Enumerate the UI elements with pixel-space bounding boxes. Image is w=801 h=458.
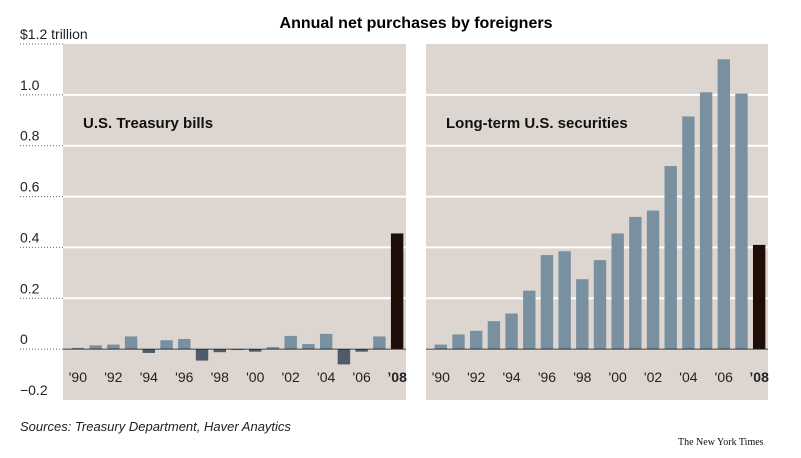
bar-securities-2003 — [664, 166, 677, 350]
x-tick-label: '98 — [573, 369, 591, 385]
bar-bills-1993 — [124, 336, 138, 350]
y-tick-label: 0.8 — [20, 128, 40, 144]
x-tick-label: '94 — [140, 369, 158, 385]
bar-securities-1991 — [452, 334, 465, 350]
y-tick-label: 0.6 — [20, 179, 40, 195]
bar-bills-1991 — [89, 345, 102, 350]
x-tick-label: ’08 — [387, 369, 407, 385]
bar-bills-2008 — [390, 233, 404, 350]
x-tick-label: ’08 — [749, 369, 769, 385]
y-tick-label: 0.4 — [20, 229, 40, 245]
bar-securities-1992 — [470, 330, 483, 350]
bar-bills-1994 — [142, 349, 156, 353]
x-tick-label: '92 — [104, 369, 122, 385]
panel-background — [63, 44, 406, 400]
bar-bills-2006 — [355, 349, 368, 352]
bar-bills-1995 — [160, 340, 173, 350]
bar-bills-2005 — [337, 349, 351, 365]
x-tick-label: '96 — [175, 369, 193, 385]
bar-bills-1997 — [195, 349, 209, 361]
chart-title: Annual net purchases by foreigners — [280, 15, 553, 32]
bar-securities-1997 — [558, 251, 571, 350]
x-tick-label: '02 — [282, 369, 300, 385]
x-tick-label: '94 — [502, 369, 520, 385]
panel-title: U.S. Treasury bills — [83, 115, 213, 132]
y-tick-label: 1.0 — [20, 77, 40, 93]
bar-bills-1990 — [71, 347, 85, 350]
panel-long-term-securities: '90 '92 '94 '96 '98 '00 '02 '04 '06 ’08 Long-term … — [426, 44, 769, 400]
y-tick-label: 0.2 — [20, 280, 40, 296]
x-tick-label: '00 — [246, 369, 264, 385]
bar-bills-2000 — [249, 349, 262, 352]
source-note: Sources: Treasury Department, Haver Anay… — [20, 419, 291, 434]
bar-securities-2000 — [611, 233, 624, 350]
x-tick-label: '06 — [353, 369, 371, 385]
x-tick-label: '06 — [715, 369, 733, 385]
bar-securities-2008 — [752, 244, 766, 350]
y-tick-label: 0 — [20, 331, 28, 347]
bar-bills-1992 — [107, 344, 120, 350]
x-tick-label: '92 — [467, 369, 485, 385]
bar-securities-1993 — [487, 321, 501, 350]
bar-bills-2002 — [284, 335, 297, 350]
panel-title: Long-term U.S. securities — [446, 115, 628, 132]
panel-treasury-bills: '90 '92 '94 '96 '98 '00 '02 '04 '06 ’08 U.S. Treas… — [20, 43, 407, 400]
x-tick-label: '04 — [679, 369, 697, 385]
x-tick-label: '98 — [211, 369, 229, 385]
bar-securities-1996 — [540, 255, 554, 350]
bar-securities-1994 — [505, 313, 518, 350]
x-tick-label: '90 — [432, 369, 450, 385]
bar-bills-2001 — [266, 347, 280, 350]
bar-securities-2001 — [629, 216, 642, 350]
bar-securities-1995 — [523, 290, 536, 350]
x-tick-label: '96 — [538, 369, 556, 385]
x-tick-label: '04 — [317, 369, 335, 385]
x-tick-label: '90 — [69, 369, 87, 385]
bar-bills-2004 — [319, 333, 333, 350]
bar-bills-1998 — [213, 349, 226, 353]
x-tick-label: '02 — [644, 369, 662, 385]
y-axis: $1.2 trillion 1.0 0.8 0.6 0.4 0.2 0 −0.2 — [20, 26, 88, 398]
bar-bills-2007 — [373, 336, 386, 350]
bar-securities-1999 — [593, 260, 607, 350]
bar-securities-2007 — [735, 93, 748, 350]
y-tick-label: −0.2 — [20, 382, 48, 398]
bar-securities-2002 — [646, 210, 660, 350]
y-tick-label: $1.2 trillion — [20, 26, 88, 42]
bar-securities-1998 — [576, 279, 589, 350]
bar-bills-1996 — [178, 338, 191, 350]
bar-securities-2005 — [699, 92, 713, 350]
bar-securities-2004 — [682, 116, 695, 350]
x-tick-label: '00 — [609, 369, 627, 385]
bar-securities-2006 — [717, 59, 730, 350]
bar-bills-2003 — [302, 344, 315, 350]
bar-securities-1990 — [434, 344, 448, 350]
credit-line: The New York Times — [678, 437, 764, 448]
